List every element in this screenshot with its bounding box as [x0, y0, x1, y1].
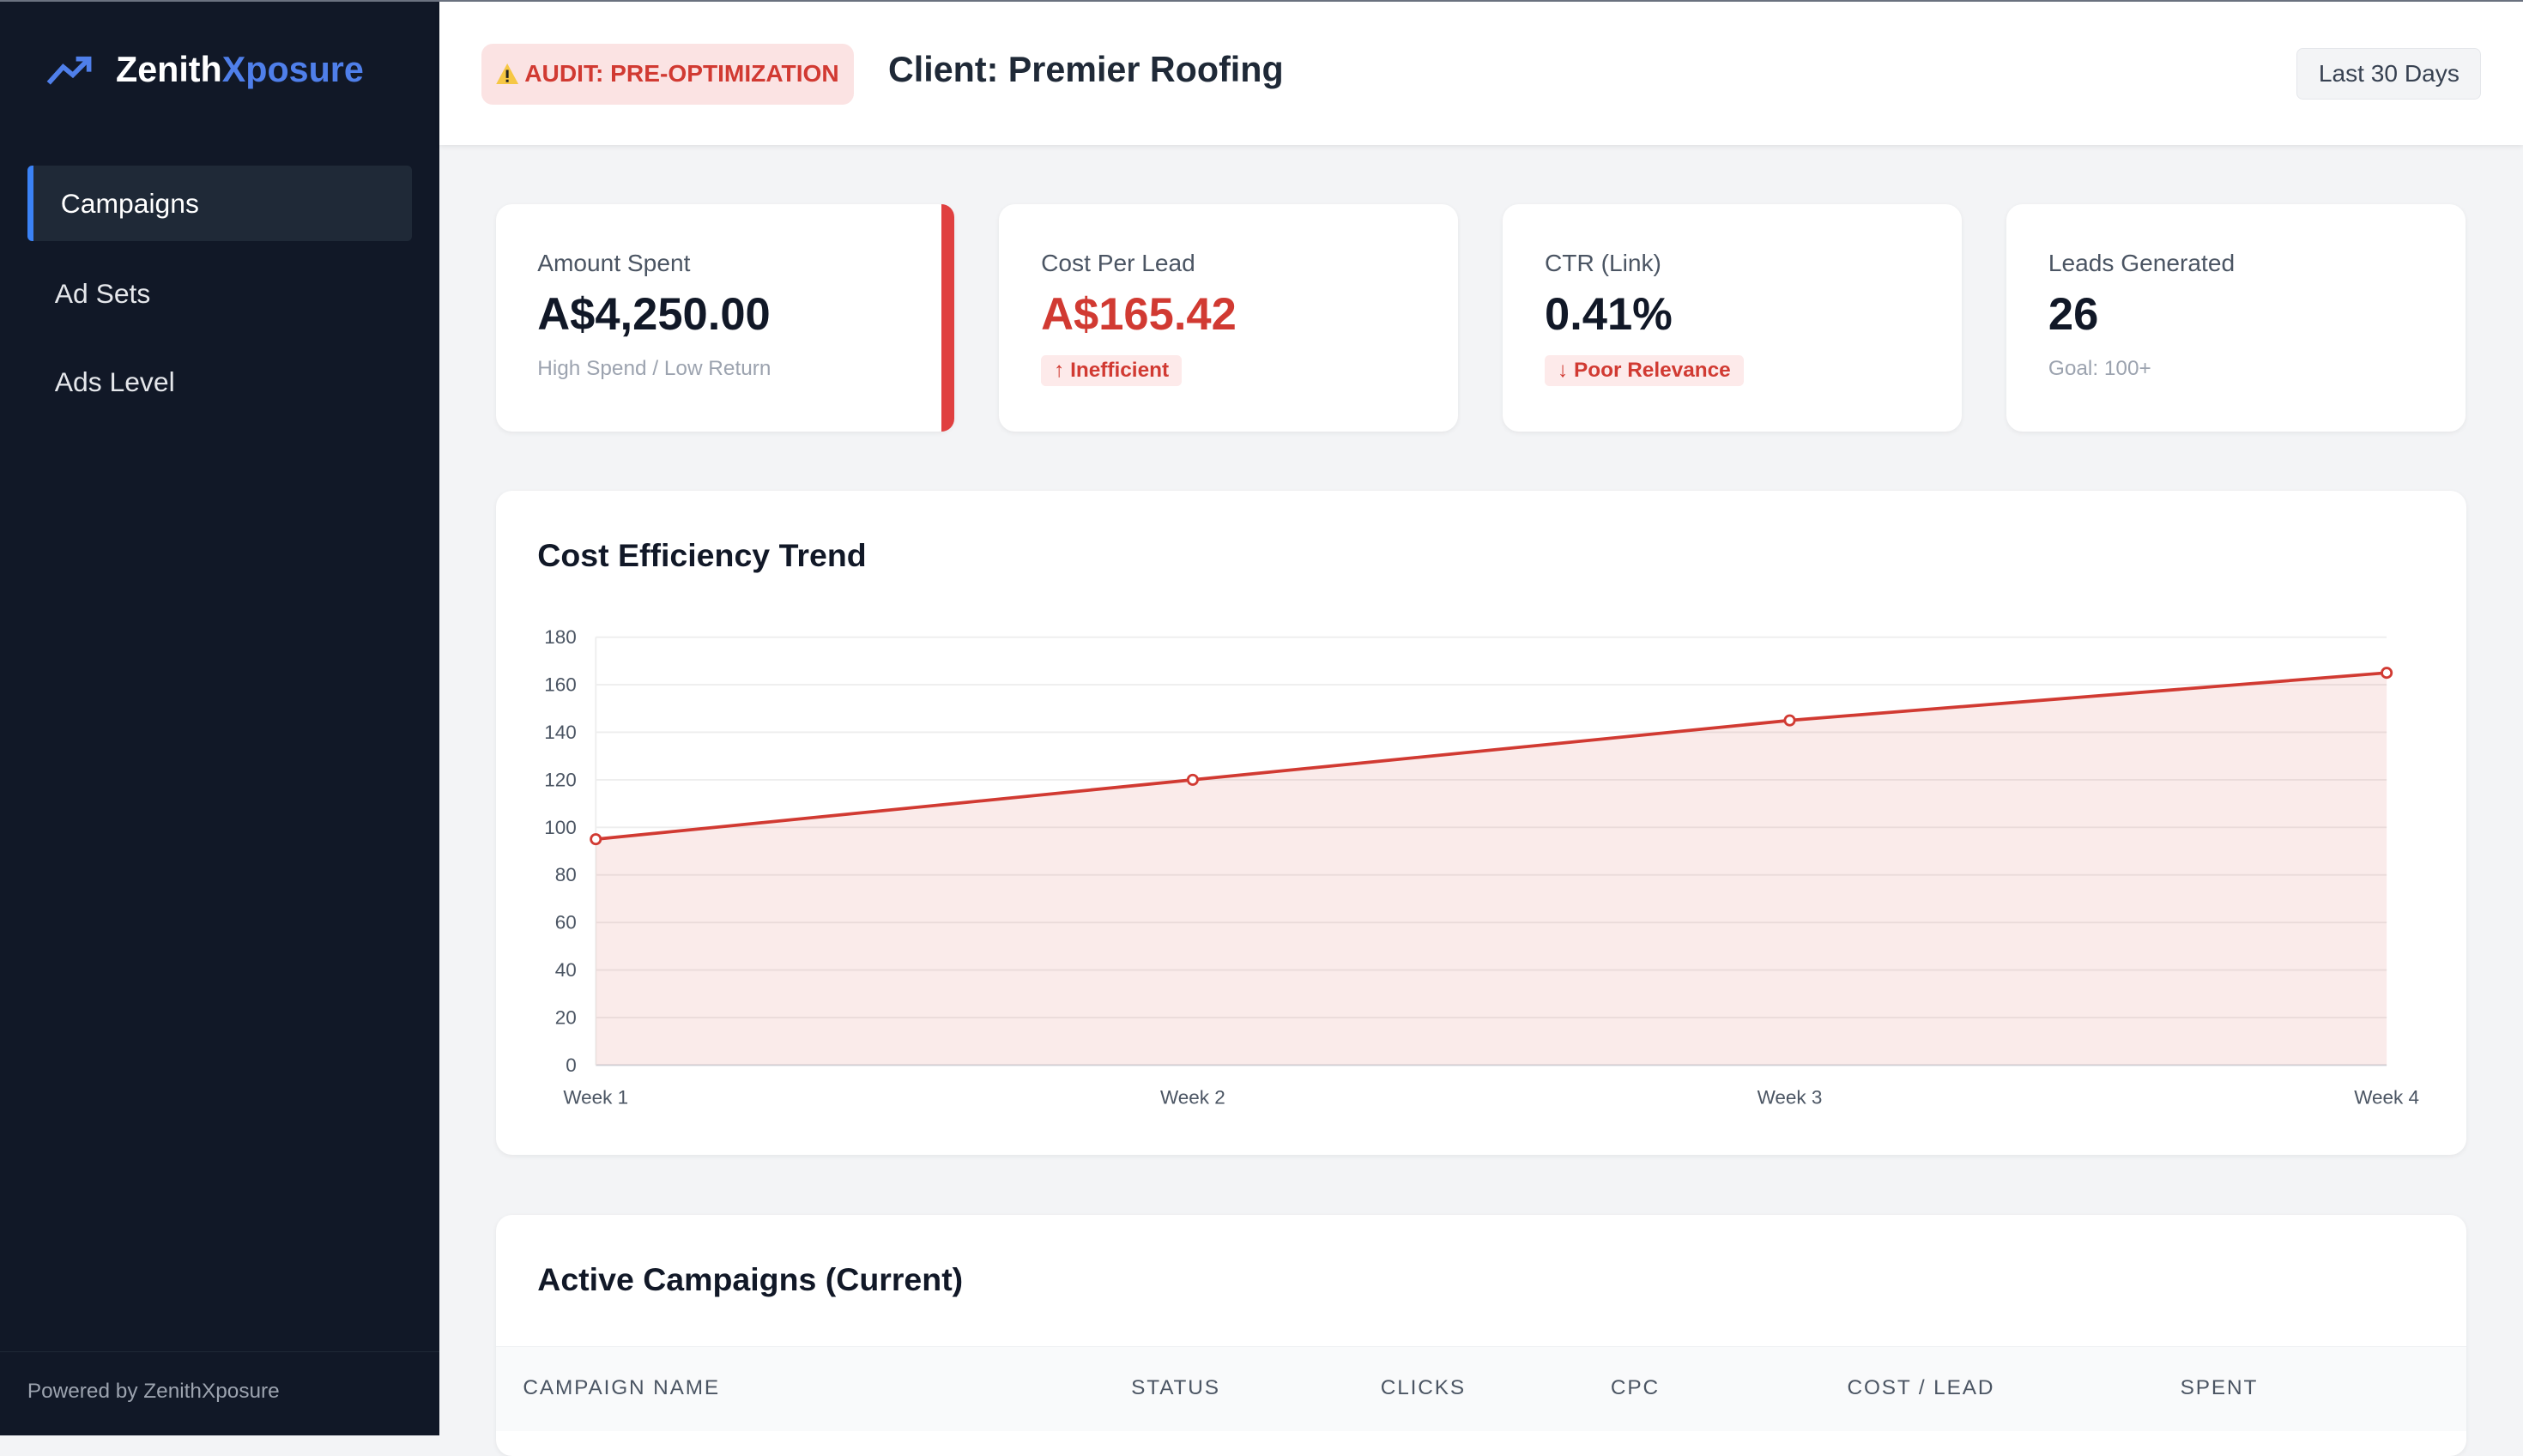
brand-name-part1: Zenith	[116, 50, 222, 90]
data-point	[1782, 714, 1796, 727]
y-tick-label: 80	[554, 864, 576, 885]
audit-badge: AUDIT: PRE-OPTIMIZATION	[481, 43, 854, 105]
kpi-label: Leads Generated	[2048, 249, 2236, 276]
y-tick-label: 0	[566, 1054, 577, 1076]
y-tick-label: 160	[544, 674, 577, 695]
window-border	[0, 0, 2523, 2]
y-tick-label: 100	[544, 817, 577, 838]
column-header[interactable]: CLICKS	[1380, 1376, 1466, 1400]
y-tick-label: 180	[544, 626, 577, 648]
data-point	[1186, 773, 1199, 786]
chart-card: Cost Efficiency Trend 0 20 40 60 80 100 120 140…	[495, 490, 2467, 1156]
y-tick-label: 40	[554, 959, 576, 981]
x-tick-label: Week 4	[2354, 1086, 2419, 1108]
sidebar: Zenith Xposure Campaigns Ad Sets Ads Leve…	[0, 1, 439, 1435]
kpi-amount-spent: Amount Spent A$4,250.00 High Spend / Low…	[495, 204, 954, 432]
warning-icon	[495, 63, 518, 85]
y-tick-label: 60	[554, 912, 576, 933]
alert-accent-bar	[941, 204, 954, 432]
column-header[interactable]: SPENT	[2180, 1376, 2259, 1400]
column-header[interactable]: CPC	[1610, 1376, 1660, 1400]
brand-name-part2: Xposure	[221, 50, 364, 90]
kpi-badge: ↓ Poor Relevance	[1545, 355, 1744, 386]
sidebar-item-ads-level[interactable]: Ads Level	[27, 344, 412, 420]
sidebar-item-ad-sets[interactable]: Ad Sets	[27, 256, 412, 331]
kpi-badge: ↑ Inefficient	[1041, 355, 1183, 386]
series-line	[595, 671, 2387, 841]
data-point	[589, 832, 602, 846]
kpi-subtext: High Spend / Low Return	[537, 357, 771, 381]
table-title: Active Campaigns (Current)	[537, 1261, 964, 1297]
sidebar-item-campaigns[interactable]: Campaigns	[27, 166, 412, 242]
x-tick-label: Week 3	[1757, 1086, 1822, 1108]
sidebar-item-label: Campaigns	[60, 187, 199, 219]
x-tick-label: Week 1	[563, 1086, 628, 1108]
header: AUDIT: PRE-OPTIMIZATION Client: Premier …	[439, 1, 2523, 145]
sidebar-item-label: Ad Sets	[54, 277, 151, 309]
trend-up-icon	[46, 56, 91, 85]
y-tick-label: 140	[544, 722, 577, 743]
kpi-label: CTR (Link)	[1545, 249, 1661, 276]
sidebar-footer: Powered by ZenithXposure	[0, 1351, 439, 1435]
kpi-ctr: CTR (Link) 0.41% ↓ Poor Relevance	[1503, 204, 1962, 432]
column-header[interactable]: COST / LEAD	[1847, 1376, 1995, 1400]
kpi-value: 26	[2048, 288, 2099, 340]
y-tick-label: 20	[554, 1006, 576, 1028]
campaigns-table-card: Active Campaigns (Current) CAMPAIGN NAME…	[495, 1214, 2467, 1456]
audit-badge-text: AUDIT: PRE-OPTIMIZATION	[524, 60, 839, 88]
kpi-label: Amount Spent	[537, 249, 691, 276]
kpi-subtext: Goal: 100+	[2048, 357, 2151, 381]
kpi-cost-per-lead: Cost Per Lead A$165.42 ↑ Inefficient	[999, 204, 1458, 432]
area-fill	[595, 673, 2387, 1066]
column-header[interactable]: CAMPAIGN NAME	[523, 1376, 721, 1400]
column-header[interactable]: STATUS	[1131, 1376, 1220, 1400]
kpi-leads-generated: Leads Generated 26 Goal: 100+	[2006, 204, 2466, 432]
y-tick-label: 120	[544, 769, 577, 790]
x-tick-label: Week 2	[1159, 1086, 1225, 1108]
chart-title: Cost Efficiency Trend	[537, 537, 867, 574]
data-point	[2380, 667, 2393, 680]
sidebar-item-label: Ads Level	[54, 366, 175, 397]
kpi-value: A$165.42	[1041, 288, 1237, 340]
kpi-value: 0.41%	[1545, 288, 1673, 340]
date-range-button[interactable]: Last 30 Days	[2296, 48, 2482, 100]
table-header: CAMPAIGN NAME STATUS CLICKS CPC COST / L…	[495, 1346, 2467, 1431]
logo[interactable]: Zenith Xposure	[45, 50, 364, 90]
kpi-label: Cost Per Lead	[1041, 249, 1195, 276]
cost-efficiency-chart: 0 20 40 60 80 100 120 140 160 180 Week 1 Week 2 Week…	[544, 626, 2419, 1108]
client-title: Client: Premier Roofing	[888, 50, 1284, 90]
kpi-value: A$4,250.00	[537, 288, 771, 340]
